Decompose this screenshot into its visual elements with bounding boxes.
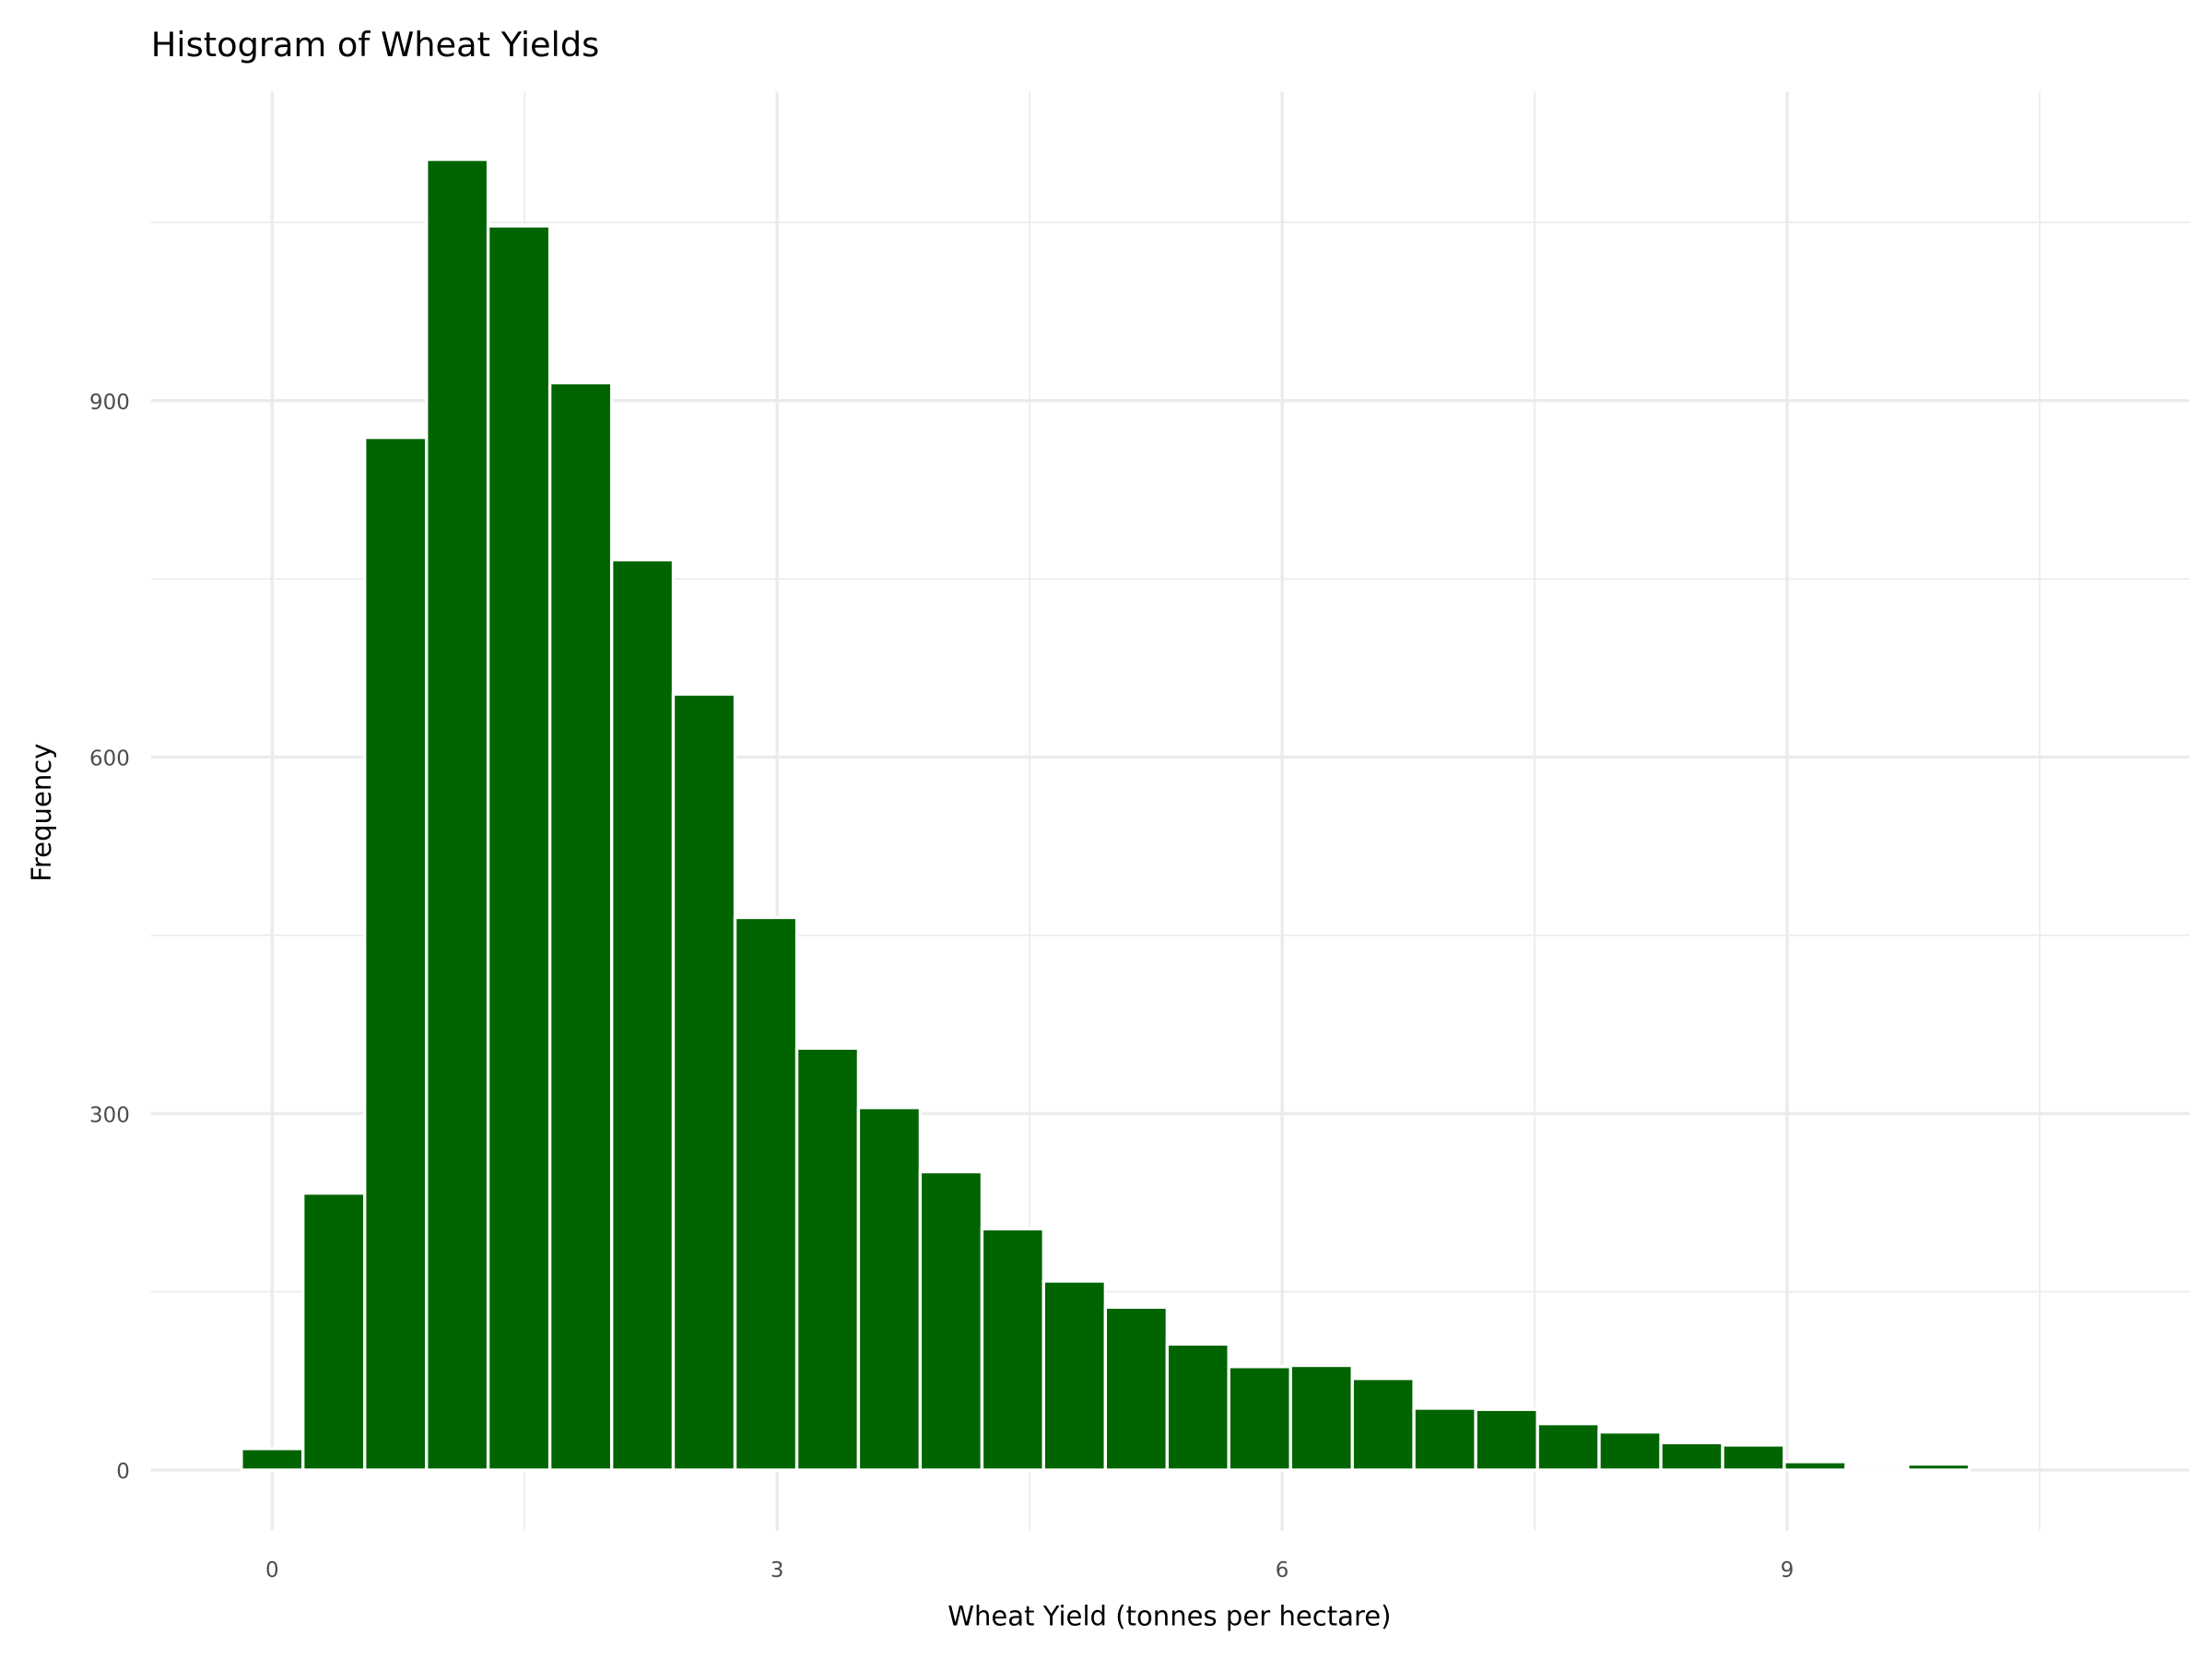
bar [733, 915, 799, 1472]
bar [1412, 1406, 1477, 1472]
bar [1721, 1443, 1786, 1472]
bar [1597, 1430, 1663, 1472]
x-tick-label: 6 [1276, 1559, 1289, 1583]
bar [1041, 1279, 1108, 1472]
bar [1165, 1342, 1230, 1472]
bar [609, 558, 676, 1472]
bar [1350, 1377, 1416, 1472]
bar [1474, 1407, 1539, 1472]
y-tick-label: 300 [89, 1103, 130, 1127]
bar [301, 1191, 367, 1472]
bar [1535, 1422, 1601, 1472]
bar [1783, 1460, 1848, 1472]
chart-title: Histogram of Wheat Yields [151, 25, 600, 65]
bar [425, 158, 490, 1472]
bar [1659, 1441, 1724, 1472]
x-tick-label: 0 [265, 1559, 279, 1583]
y-axis-title: Frequency [26, 744, 57, 882]
bar [1103, 1305, 1170, 1472]
bar [240, 1447, 305, 1472]
bar [1227, 1365, 1292, 1472]
y-tick-label: 900 [89, 391, 130, 415]
bar [486, 224, 552, 1472]
bar [856, 1106, 923, 1472]
bar [363, 435, 429, 1472]
bar [1288, 1363, 1354, 1472]
y-tick-label: 0 [116, 1460, 130, 1484]
bar [980, 1227, 1045, 1472]
bar [671, 692, 737, 1472]
bar [794, 1046, 861, 1472]
y-tick-label: 600 [89, 747, 130, 771]
x-tick-label: 3 [771, 1559, 784, 1583]
bar [1906, 1462, 1971, 1472]
bar [1844, 1465, 1910, 1472]
bar [547, 381, 614, 1472]
bar [918, 1170, 984, 1472]
x-axis-title: Wheat Yield (tonnes per hectare) [947, 1600, 1391, 1631]
x-tick-label: 9 [1781, 1559, 1794, 1583]
